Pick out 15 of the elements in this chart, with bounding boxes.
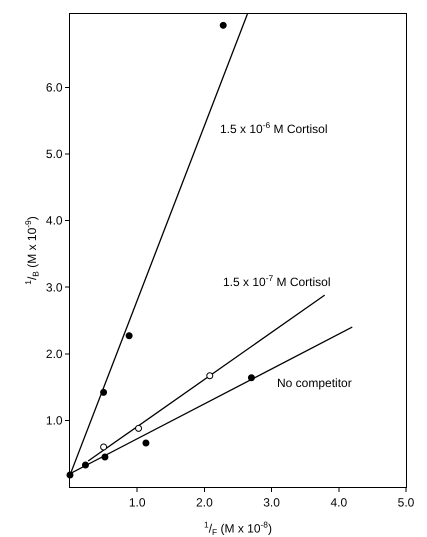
y-tick-label: 5.0 <box>46 147 63 162</box>
series-label: 1.5 x 10$^{-7}$ M Cortisol <box>223 273 330 290</box>
x-tick-label: 2.0 <box>196 495 214 510</box>
series-label: 1.5 x 10$^{-6}$ M Cortisol <box>220 120 328 136</box>
y-tick-label: 2.0 <box>46 346 63 361</box>
x-tick-label: 1.0 <box>128 495 146 510</box>
x-tick-label: 4.0 <box>330 495 348 510</box>
y-tick-label: 3.0 <box>46 280 63 294</box>
x-tick-label: 5.0 <box>398 495 415 510</box>
y-tick-label: 6.0 <box>46 80 63 94</box>
x-axis-title: $^{1}$/$_{F}$ (M x 10$^{-8}$) <box>204 519 272 537</box>
series-label: No competitor <box>277 376 352 390</box>
y-tick-label: 1.0 <box>46 414 63 428</box>
x-tick-label: 3.0 <box>263 495 280 510</box>
y-tick-label: 4.0 <box>46 214 63 228</box>
